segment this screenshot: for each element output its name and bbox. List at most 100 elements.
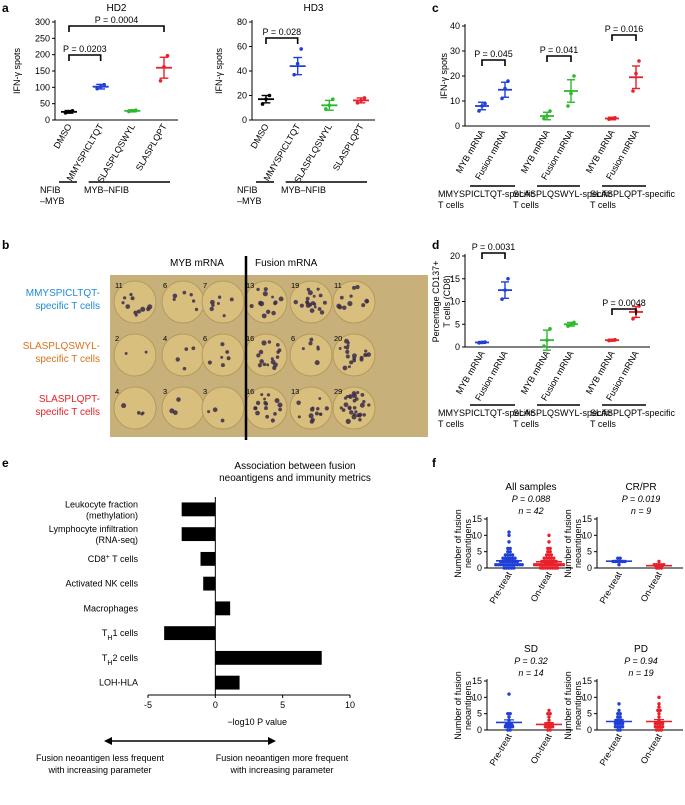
- data-point: [658, 725, 662, 729]
- elispot-spot: [264, 401, 269, 406]
- data-point: [607, 338, 611, 343]
- data-point: [554, 563, 558, 567]
- data-point: [607, 117, 611, 122]
- elispot-spot: [129, 292, 133, 297]
- chart-title: All samples: [505, 482, 556, 493]
- elispot-spot: [261, 340, 267, 346]
- elispot-spot: [216, 302, 220, 305]
- pvalue-c-2: P = 0.016: [605, 24, 644, 34]
- data-point: [295, 61, 300, 66]
- elispot-spot: [342, 365, 348, 371]
- y-axis-label: neoantigens: [463, 518, 473, 568]
- well-count: 7: [203, 281, 207, 290]
- category-label: Pre-treat: [598, 570, 624, 606]
- data-point: [542, 116, 546, 121]
- elispot-spot: [356, 390, 360, 395]
- n-count: n = 14: [518, 668, 543, 678]
- data-point: [566, 324, 570, 328]
- y-tick-label: 40: [450, 21, 460, 31]
- elispot-spot: [296, 400, 301, 405]
- left-note: with increasing parameter: [47, 765, 151, 775]
- data-point: [543, 566, 548, 570]
- data-point: [518, 563, 522, 567]
- category-label: CD8+ T cells: [88, 553, 139, 564]
- y-tick-label: 15: [472, 676, 482, 686]
- y-tick-label: 0: [45, 115, 50, 125]
- elispot-spot: [191, 346, 196, 351]
- category-label: Macrophages: [83, 603, 138, 613]
- data-point: [483, 340, 487, 344]
- elispot-spot: [299, 303, 304, 308]
- elispot-spot: [258, 349, 264, 355]
- category-label: (RNA-seq): [95, 535, 138, 545]
- data-point: [510, 563, 515, 567]
- category-label: TH1 cells: [102, 628, 139, 642]
- elispot-spot: [121, 301, 125, 305]
- elispot-spot: [124, 352, 128, 355]
- data-point: [631, 316, 635, 321]
- elispot-spot: [266, 363, 270, 367]
- category-label: SLASPLQPT: [134, 122, 169, 173]
- bar: [200, 551, 216, 566]
- elispot-spot: [365, 299, 369, 303]
- elispot-spot: [182, 290, 187, 295]
- data-point: [617, 563, 621, 567]
- elispot-spot: [364, 349, 368, 353]
- y-axis-label: neoantigens: [463, 680, 473, 730]
- panel-label-c: c: [432, 1, 439, 15]
- data-point: [532, 563, 537, 567]
- elispot-spot: [209, 306, 214, 312]
- data-point: [617, 708, 621, 713]
- data-point: [506, 563, 510, 567]
- elispot-spot: [266, 393, 271, 397]
- plate-well: [332, 280, 376, 324]
- chart-title: PD: [634, 644, 648, 655]
- pvalue-c-0-bracket: [481, 59, 506, 66]
- data-point: [545, 114, 549, 118]
- chart-title: neoantigens and immunity metrics: [219, 473, 371, 484]
- data-point: [542, 563, 546, 567]
- data-point: [548, 109, 552, 113]
- data-point: [508, 553, 512, 557]
- category-label: Pre-treat: [488, 570, 514, 606]
- elispot-spot: [359, 402, 365, 408]
- data-point: [63, 111, 68, 115]
- elispot-spot: [258, 300, 263, 306]
- data-point: [547, 540, 551, 544]
- chart-title: HD2: [106, 3, 126, 14]
- data-point: [547, 708, 551, 713]
- pvalue-d-1: P = 0.0048: [602, 298, 646, 308]
- y-tick-label: 0: [455, 121, 460, 131]
- data-point: [537, 563, 542, 567]
- well-count: 3: [203, 387, 207, 396]
- data-point: [617, 702, 621, 706]
- chart-title: HD3: [303, 3, 323, 14]
- elispot-spot: [349, 294, 353, 298]
- data-point: [658, 708, 662, 713]
- panel-label-e: e: [2, 456, 9, 470]
- y-tick-label: 10: [450, 297, 460, 307]
- data-point: [70, 109, 75, 113]
- plate-well: [113, 386, 157, 430]
- elispot-spot: [263, 397, 267, 401]
- group-label: SLASPLQPT-specific: [590, 189, 676, 199]
- data-point: [637, 304, 641, 308]
- data-point: [542, 556, 546, 560]
- data-point: [549, 563, 554, 567]
- data-point: [548, 728, 552, 732]
- y-tick-label: 20: [450, 251, 460, 261]
- elispot-spot: [308, 413, 314, 419]
- data-point: [631, 89, 635, 93]
- elispot-spot: [345, 354, 350, 359]
- bar: [215, 650, 322, 665]
- elispot-spot: [313, 305, 317, 309]
- data-point: [292, 72, 296, 77]
- data-point: [654, 728, 659, 732]
- elispot-spot: [191, 299, 196, 303]
- y-tick-label: 80: [237, 17, 247, 27]
- elispot-spot: [276, 350, 280, 354]
- elispot-spot: [345, 346, 350, 350]
- elispot-spot: [362, 413, 366, 417]
